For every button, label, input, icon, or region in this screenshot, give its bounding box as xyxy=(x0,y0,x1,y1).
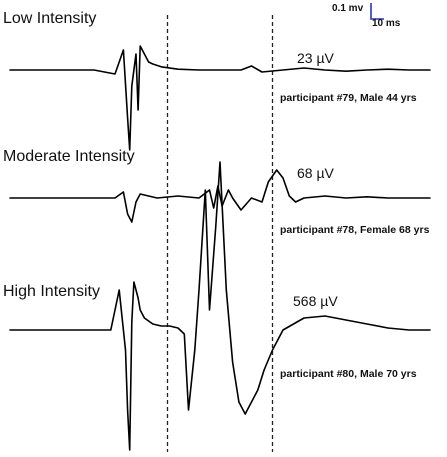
trace-moderate-intensity xyxy=(9,169,431,223)
trace-high-intensity xyxy=(9,161,431,451)
amplitude-label-high: 568 µV xyxy=(293,293,338,309)
trace-low-intensity xyxy=(9,45,431,151)
amplitude-label-moderate: 68 µV xyxy=(297,165,335,181)
participant-label-low: participant #79, Male 44 yrs xyxy=(280,92,417,104)
panel-title-low: Low Intensity xyxy=(3,10,96,27)
panel-title-high: High Intensity xyxy=(3,283,100,300)
participant-label-high: participant #80, Male 70 yrs xyxy=(280,368,417,380)
scale-amplitude-label: 0.1 mv xyxy=(332,3,364,14)
panel-high-intensity: High Intensity 568 µV participant #80, M… xyxy=(3,161,431,451)
panel-title-moderate: Moderate Intensity xyxy=(3,148,135,165)
panel-low-intensity: Low Intensity 23 µV participant #79, Mal… xyxy=(3,10,431,151)
scale-bar-lines xyxy=(370,3,384,20)
panel-moderate-intensity: Moderate Intensity 68 µV participant #78… xyxy=(3,148,431,236)
amplitude-label-low: 23 µV xyxy=(297,50,335,66)
scale-time-label: 10 ms xyxy=(372,18,401,29)
scale-bar: 0.1 mv 10 ms xyxy=(332,3,401,29)
participant-label-moderate: participant #78, Female 68 yrs xyxy=(280,224,430,236)
